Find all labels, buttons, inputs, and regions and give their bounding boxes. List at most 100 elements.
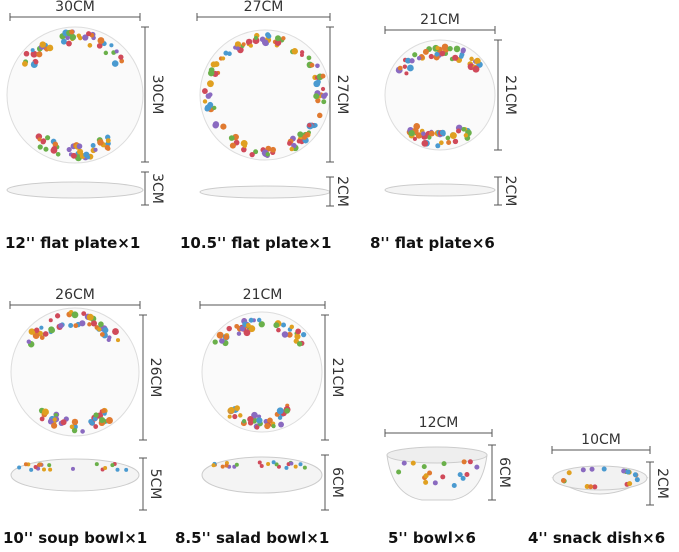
flower-dot (274, 462, 279, 467)
flower-dot (412, 136, 417, 141)
flower-dot (202, 99, 208, 104)
flower-dot (66, 146, 72, 153)
flower-dot (227, 51, 232, 57)
flower-dot (104, 144, 111, 151)
flower-dot (253, 149, 259, 155)
flower-dot (54, 313, 61, 319)
flower-dot (416, 55, 422, 61)
flower-dot (452, 54, 459, 61)
flower-dot (97, 139, 104, 146)
flower-dot (289, 461, 294, 466)
flower-dot (212, 121, 220, 128)
flower-dot (241, 146, 247, 153)
flower-dot (275, 35, 281, 42)
flower-dot (271, 424, 276, 429)
flower-dot (309, 62, 315, 68)
flower-dot (115, 467, 120, 472)
dimension-label: 26CM (147, 358, 163, 398)
flower-dot (36, 134, 42, 139)
dimension-label: 12CM (419, 415, 459, 431)
flower-dot (94, 462, 99, 467)
caption: 12'' flat plate×1 (5, 234, 140, 252)
flower-dot (588, 484, 594, 490)
flower-dot (281, 331, 289, 338)
flower-dot (435, 143, 441, 149)
flower-dot (30, 330, 36, 335)
flower-dot (202, 88, 208, 94)
flower-dot (97, 37, 105, 45)
dish-rim (552, 465, 648, 491)
flower-dot (53, 412, 59, 418)
flower-dot (26, 339, 32, 344)
flower-dot (43, 146, 49, 152)
flower-dot (216, 331, 224, 339)
flower-dot (446, 139, 452, 145)
flower-dot (566, 470, 572, 476)
flower-dot (32, 332, 40, 340)
flower-dot (423, 473, 429, 479)
flower-dot (415, 132, 423, 139)
flower-dot (315, 97, 321, 104)
flower-dot (266, 33, 272, 39)
flower-dot (38, 462, 43, 467)
flower-dot (315, 63, 320, 69)
flower-dot (76, 143, 83, 150)
flower-dot (592, 484, 598, 490)
flower-dot (48, 467, 53, 472)
dimension-label: 21CM (502, 75, 518, 115)
flower-dot (277, 415, 283, 420)
flower-dot (289, 146, 294, 152)
caption: 10.5'' flat plate×1 (180, 234, 331, 252)
flower-dot (426, 135, 432, 140)
flower-dot (235, 46, 240, 51)
flower-dot (276, 327, 281, 333)
flower-dot (58, 322, 64, 329)
flower-dot (295, 328, 302, 335)
dimension-label: 27CM (334, 75, 350, 115)
flower-dot (243, 329, 251, 337)
flower-dot (258, 321, 265, 328)
flower-dot (291, 48, 298, 55)
flower-dot (234, 405, 240, 411)
flower-dot (239, 325, 246, 332)
flower-dot (267, 417, 273, 424)
flower-dot (317, 112, 323, 119)
plate-side (384, 183, 496, 197)
flower-dot (432, 480, 438, 486)
flower-dot (294, 333, 301, 340)
flower-dot (52, 141, 59, 148)
flower-dot (99, 416, 106, 424)
flower-dot (408, 129, 415, 137)
flower-dot (404, 71, 409, 76)
flower-dot (51, 145, 58, 152)
plate-side (6, 181, 144, 199)
flower-dot (234, 41, 242, 48)
flower-dot (39, 335, 45, 340)
flower-dot (73, 323, 79, 329)
flower-dot (41, 467, 46, 472)
dimension-label: 21CM (243, 287, 283, 303)
flower-dot (266, 462, 271, 467)
flower-dot (36, 51, 43, 58)
flower-dot (23, 50, 30, 57)
flower-dot (52, 417, 57, 422)
flower-dot (601, 466, 607, 472)
flower-dot (29, 467, 34, 472)
flower-dot (262, 39, 269, 47)
flower-dot (254, 425, 260, 430)
flower-dot (103, 465, 108, 470)
flower-dot (401, 460, 407, 466)
dimension-label: 21CM (420, 12, 460, 28)
flower-dot (313, 82, 319, 87)
flower-dot (111, 60, 119, 67)
flower-dot (421, 464, 427, 470)
flower-dot (580, 467, 586, 473)
flower-dot (99, 332, 105, 337)
flower-dot (68, 322, 74, 328)
flower-dot (69, 424, 75, 430)
flower-dot (271, 460, 276, 465)
flower-dot (208, 92, 213, 97)
flower-dot (445, 135, 451, 141)
flower-dot (451, 482, 457, 488)
flower-dot (118, 54, 124, 60)
